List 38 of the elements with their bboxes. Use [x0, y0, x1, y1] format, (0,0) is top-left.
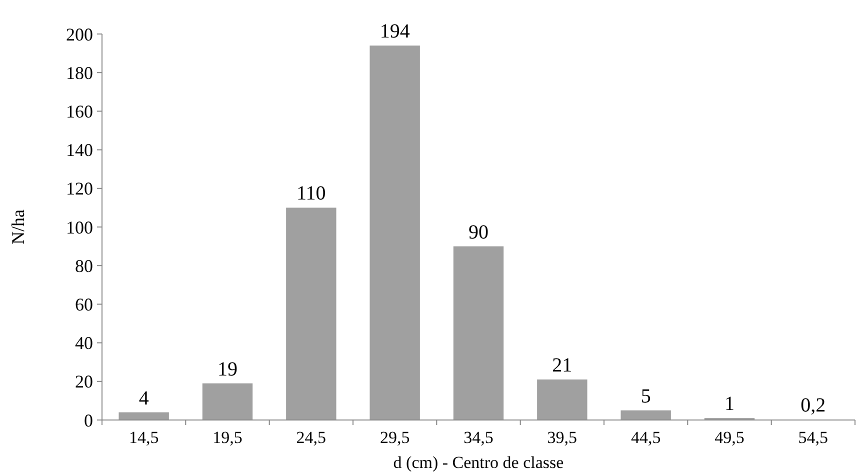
y-tick-label: 80 [75, 256, 93, 276]
data-label: 5 [640, 385, 651, 408]
x-tick-label: 49,5 [714, 428, 744, 447]
x-tick-label: 39,5 [547, 428, 578, 447]
data-label: 90 [468, 221, 488, 244]
data-label: 21 [552, 354, 572, 376]
bar [620, 410, 671, 420]
data-label: 1 [724, 393, 734, 416]
y-axis-title: N/ha [8, 210, 28, 244]
x-tick-label: 54,5 [798, 428, 828, 447]
bar [118, 412, 169, 420]
data-label: 0,2 [800, 394, 826, 417]
data-label: 194 [380, 20, 410, 43]
y-tick-label: 40 [75, 333, 93, 354]
x-tick-label: 19,5 [212, 428, 242, 447]
y-tick-label: 100 [66, 217, 93, 238]
y-tick-label: 0 [84, 410, 93, 430]
x-tick-label: 14,5 [128, 428, 159, 447]
x-tick-label: 44,5 [630, 428, 661, 447]
bar [537, 379, 588, 420]
y-tick-label: 180 [66, 62, 93, 83]
data-label: 4 [138, 387, 149, 410]
x-axis-title: d (cm) - Centro de classe [393, 453, 564, 472]
bar [370, 46, 420, 420]
x-tick-label: 29,5 [380, 428, 410, 447]
data-label: 110 [296, 182, 326, 205]
y-tick-label: 120 [66, 178, 93, 199]
bar [286, 208, 336, 420]
y-tick-label: 140 [66, 140, 93, 160]
x-tick-label: 24,5 [296, 428, 326, 447]
bar [202, 383, 253, 420]
bar [453, 246, 504, 420]
y-tick-label: 60 [75, 294, 93, 314]
y-tick-label: 200 [66, 24, 93, 44]
y-tick-label: 160 [66, 102, 93, 122]
x-tick-label: 34,5 [464, 428, 494, 447]
y-tick-label: 20 [75, 372, 93, 392]
data-label: 19 [218, 358, 238, 380]
